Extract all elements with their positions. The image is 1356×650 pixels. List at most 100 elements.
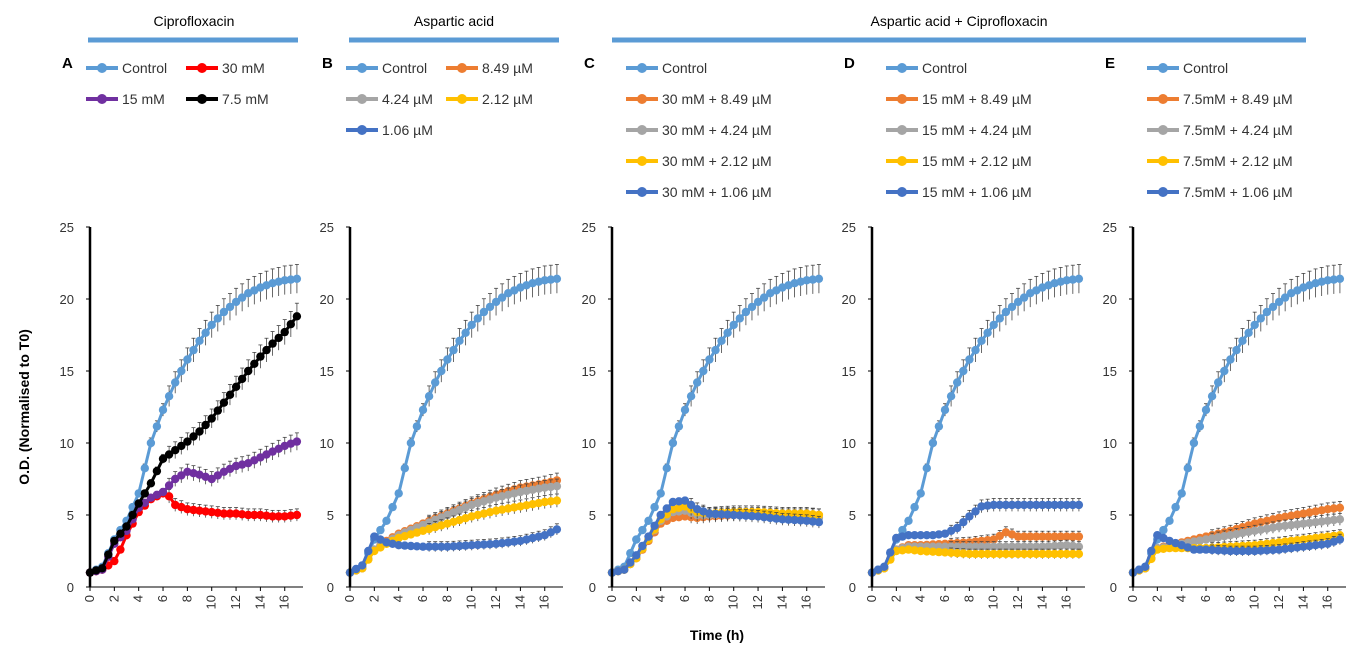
x-tick-label: 16: [537, 595, 552, 609]
legend-label: 7.5 mM: [222, 91, 269, 107]
legend-item: 15 mM + 2.12 µM: [886, 153, 1032, 169]
data-point: [723, 510, 732, 519]
data-point: [680, 405, 690, 415]
data-point: [1062, 549, 1071, 559]
data-point: [225, 509, 235, 518]
data-point: [946, 542, 956, 551]
legend-label: Control: [1183, 60, 1228, 76]
x-tick-label: 4: [653, 595, 668, 602]
data-point: [1050, 500, 1059, 510]
data-point: [1062, 532, 1071, 541]
data-point: [983, 536, 992, 545]
data-point: [274, 333, 283, 343]
legend-label: 15 mM: [122, 91, 165, 107]
data-point: [134, 489, 143, 498]
data-point: [1305, 534, 1314, 543]
data-point: [1038, 532, 1047, 541]
data-point: [741, 307, 751, 317]
legend-item: 2.12 µM: [446, 91, 533, 107]
legend-label: Control: [382, 60, 427, 76]
data-point: [207, 474, 216, 484]
legend-label: Control: [122, 60, 167, 76]
data-point: [1268, 545, 1278, 555]
data-point: [400, 541, 409, 550]
data-point: [213, 314, 222, 323]
data-point: [934, 530, 944, 539]
data-point: [195, 506, 204, 515]
data-point: [1056, 541, 1065, 550]
data-point: [1165, 543, 1174, 553]
data-point: [292, 437, 302, 446]
legend-swatch-marker: [897, 63, 907, 73]
x-tick-label: 10: [204, 595, 219, 609]
data-point: [1220, 366, 1229, 376]
data-point: [1007, 549, 1017, 559]
legend-label: 15 mM + 4.24 µM: [922, 122, 1032, 138]
data-point: [989, 549, 998, 559]
data-point: [437, 366, 446, 376]
data-point: [620, 565, 629, 574]
data-point: [656, 489, 665, 498]
data-point: [1007, 302, 1017, 312]
legend-item: 7.5mM + 1.06 µM: [1147, 184, 1293, 200]
legend-item: 15 mM + 1.06 µM: [886, 184, 1032, 200]
data-point: [766, 513, 775, 523]
data-point: [183, 437, 192, 446]
data-point: [540, 276, 549, 285]
data-point: [177, 366, 186, 376]
data-point: [1329, 275, 1339, 284]
data-point: [443, 355, 452, 364]
data-point: [376, 543, 385, 552]
data-point: [686, 392, 696, 401]
legend-swatch-marker: [1158, 63, 1168, 73]
data-point: [164, 481, 174, 490]
legend-item: Control: [86, 60, 167, 76]
legend-item: 30 mM: [186, 60, 265, 76]
data-point: [741, 511, 751, 520]
data-point: [940, 405, 950, 415]
data-point: [1305, 518, 1314, 528]
legend-swatch-marker: [897, 94, 907, 104]
data-point: [995, 531, 1004, 541]
data-point: [1274, 297, 1284, 307]
legend-label: 1.06 µM: [382, 122, 433, 138]
data-point: [1177, 489, 1186, 498]
legend-swatch-marker: [637, 94, 647, 104]
data-point: [1038, 549, 1047, 559]
data-point: [922, 531, 931, 540]
data-point: [880, 562, 889, 571]
data-point: [219, 307, 229, 317]
x-tick-label: 4: [131, 595, 146, 602]
data-point: [1226, 546, 1235, 556]
data-point: [207, 507, 216, 517]
data-point: [1335, 515, 1345, 524]
data-point: [219, 509, 229, 518]
x-tick-label: 6: [1198, 595, 1213, 602]
data-point: [1013, 542, 1023, 551]
data-point: [977, 542, 986, 551]
legend-swatch-marker: [637, 125, 647, 135]
data-point: [1207, 545, 1217, 555]
data-point: [1141, 562, 1150, 571]
legend-label: 15 mM + 8.49 µM: [922, 91, 1032, 107]
data-point: [995, 500, 1004, 510]
data-point: [351, 564, 361, 574]
data-point: [382, 516, 391, 525]
x-tick-label: 10: [464, 595, 479, 609]
data-point: [1062, 500, 1071, 510]
data-point: [406, 438, 416, 448]
data-point: [989, 535, 998, 544]
data-point: [1019, 532, 1029, 541]
data-point: [916, 531, 925, 540]
data-point: [1068, 532, 1078, 541]
legend: Control 30 mM 15 mM 7.5 mM: [86, 60, 269, 107]
legend-item: 30 mM + 1.06 µM: [626, 184, 772, 200]
data-point: [183, 505, 192, 514]
data-point: [1050, 532, 1059, 541]
data-point: [802, 516, 811, 525]
data-point: [898, 546, 907, 555]
data-point: [796, 509, 805, 518]
x-tick-label: 0: [82, 595, 97, 602]
data-point: [376, 525, 385, 535]
data-point: [959, 542, 968, 551]
